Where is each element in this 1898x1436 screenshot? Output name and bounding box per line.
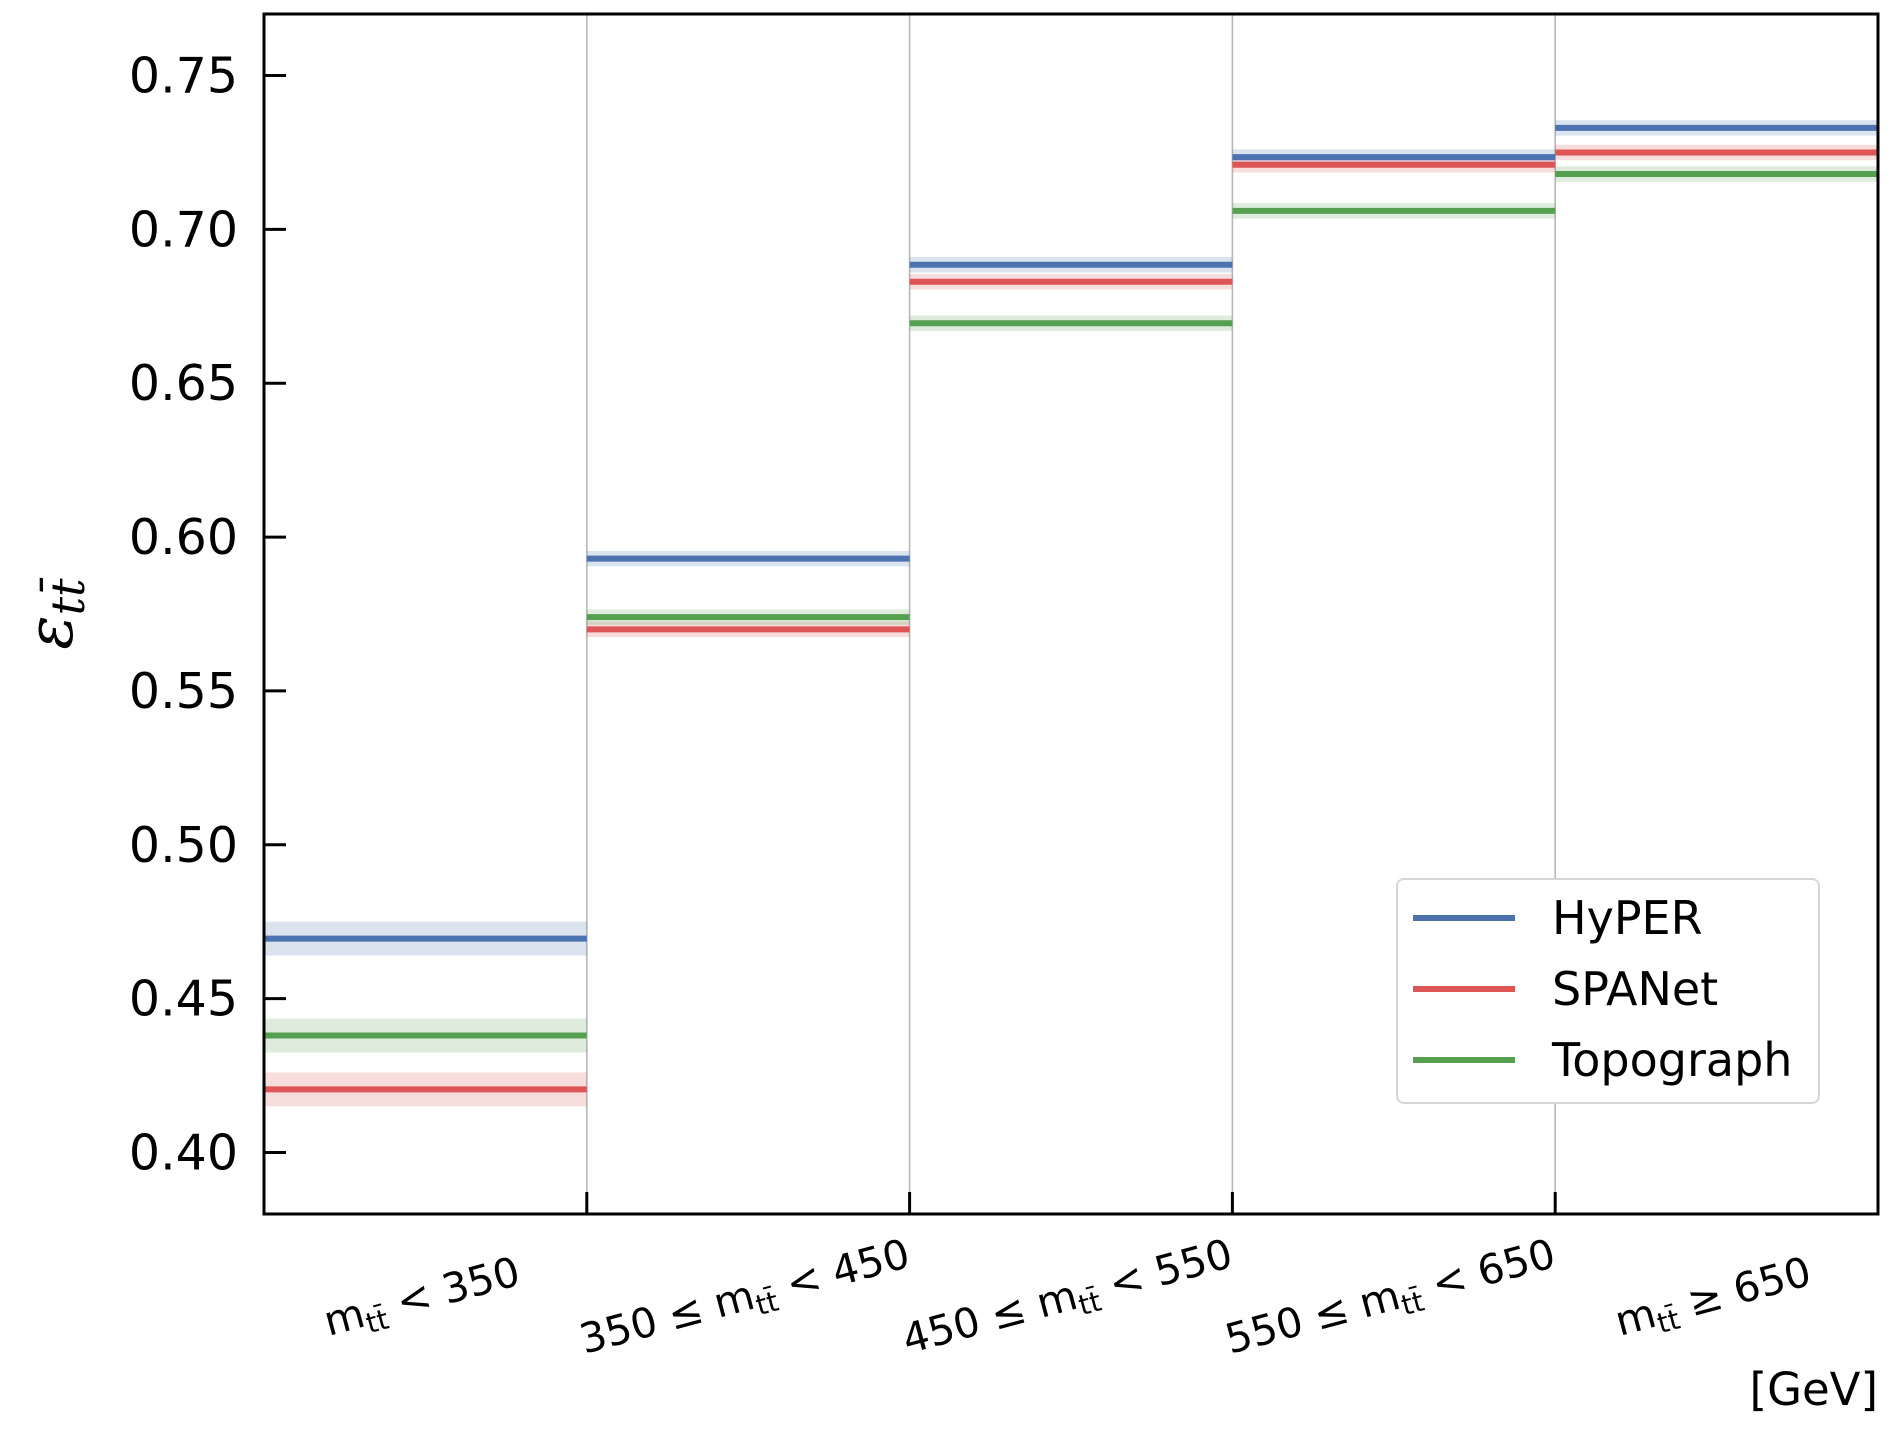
y-tick-label: 0.70 (129, 201, 238, 258)
legend-box (1396, 878, 1820, 1104)
band-layer (264, 120, 1878, 1107)
legend-label: HyPER (1552, 891, 1703, 945)
x-tick-label: 350 ≤ mtt̄ < 450 (575, 1229, 916, 1368)
x-unit-label: [GeV] (1750, 1363, 1878, 1416)
line-layer (264, 124, 1878, 1093)
y-axis-symbol: ε (14, 615, 88, 649)
x-tick-label: mtt̄ ≥ 650 (1610, 1247, 1817, 1350)
y-tick-label: 0.60 (129, 509, 238, 566)
x-tick-label: 450 ≤ mtt̄ < 550 (897, 1229, 1238, 1368)
legend-label: Topograph (1551, 1033, 1792, 1087)
y-tick-label: 0.45 (129, 971, 238, 1028)
legend-label: SPANet (1552, 962, 1718, 1016)
y-axis-subscript: tt̄ (38, 577, 95, 615)
plot-frame (262, 12, 1880, 1216)
y-tick-label: 0.55 (129, 663, 238, 720)
y-axis-label: εtt̄ (14, 577, 95, 649)
y-tick-label: 0.50 (129, 817, 238, 874)
y-tick-label: 0.40 (129, 1124, 238, 1181)
x-tick-label: 550 ≤ mtt̄ < 650 (1220, 1229, 1561, 1368)
y-tick-label: 0.75 (129, 48, 238, 105)
legend: HyPER SPANet Topograph (1396, 878, 1820, 1104)
y-tick-label: 0.65 (129, 355, 238, 412)
x-tick-label: mtt̄ < 350 (319, 1247, 526, 1350)
y-axis: 0.40 0.45 0.50 0.55 0.60 0.65 0.70 0.75 (129, 48, 286, 1181)
